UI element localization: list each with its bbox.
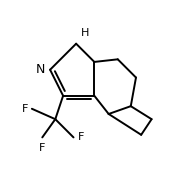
Text: F: F [22,104,28,114]
Text: N: N [35,63,45,76]
Text: H: H [81,29,90,39]
Text: F: F [39,143,45,153]
Text: F: F [78,132,84,142]
